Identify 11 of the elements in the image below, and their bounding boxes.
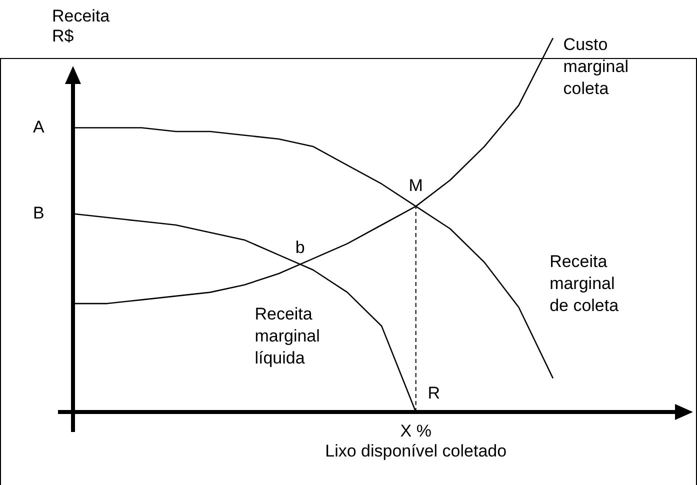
text: B [33,203,44,222]
annotation: R [428,384,440,403]
x-axis-title: Lixo disponível coletado [325,442,507,461]
annotation: M [408,176,423,195]
annotation: b [295,238,305,257]
series-label: Receita marginal de coleta [550,252,620,316]
series-label: Receita marginal líquida [254,304,320,368]
y-axis-title: Receita R$ [52,6,110,46]
series-label: Custo marginal coleta [563,35,628,98]
text: X % [400,422,432,441]
text: A [33,117,45,136]
